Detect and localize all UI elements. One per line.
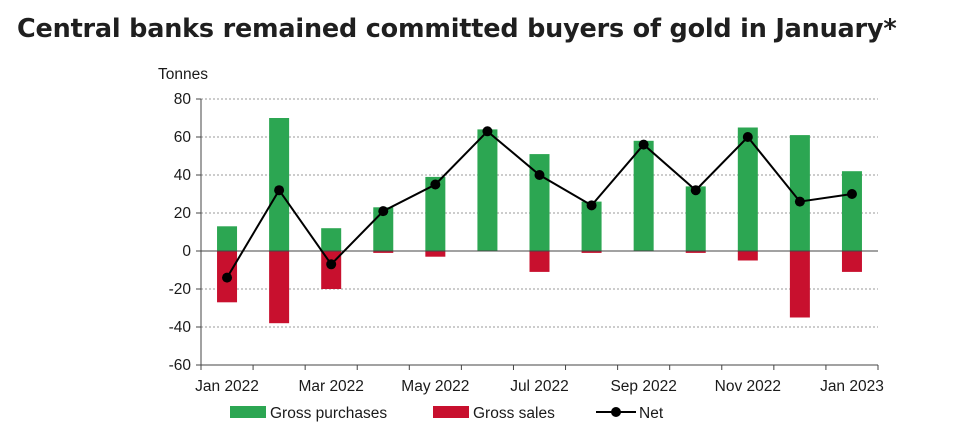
- net-point: [794, 196, 805, 207]
- x-tick-label: May 2022: [401, 378, 469, 395]
- bar-gross-purchases: [737, 127, 758, 251]
- x-tick-label: Jul 2022: [510, 378, 569, 395]
- bar-gross-sales: [373, 251, 394, 253]
- bar-gross-sales: [269, 251, 290, 324]
- y-tick-label: 80: [174, 91, 192, 108]
- bar-gross-purchases: [269, 118, 290, 251]
- bar-gross-sales: [737, 251, 758, 261]
- chart-title: Central banks remained committed buyers …: [17, 14, 897, 44]
- bar-gross-purchases: [373, 207, 394, 251]
- x-tick-label: Sep 2022: [610, 378, 676, 395]
- y-tick-label: -20: [169, 281, 192, 298]
- x-tick-label: Jan 2022: [195, 378, 259, 395]
- bar-gross-sales: [685, 251, 706, 253]
- legend-label-gross-purchases: Gross purchases: [270, 405, 387, 422]
- bar-gross-sales: [581, 251, 602, 253]
- net-point: [430, 179, 441, 190]
- bar-gross-purchases: [321, 228, 342, 251]
- net-point: [378, 206, 389, 217]
- legend: Gross purchases Gross sales Net: [230, 405, 664, 422]
- net-point: [274, 185, 285, 196]
- legend-swatch-gross-sales: [433, 406, 469, 418]
- net-point: [586, 200, 597, 211]
- bars: [217, 118, 862, 324]
- bar-gross-sales: [425, 251, 446, 257]
- bar-gross-purchases: [841, 171, 862, 251]
- net-point: [222, 272, 233, 283]
- net-point: [638, 139, 649, 150]
- x-tick-label: Mar 2022: [298, 378, 363, 395]
- x-tick-label: Nov 2022: [715, 378, 781, 395]
- legend-label-net: Net: [639, 405, 664, 422]
- bar-gross-purchases: [633, 140, 654, 251]
- bar-gross-sales: [789, 251, 810, 318]
- y-axis-label: Tonnes: [158, 66, 208, 83]
- y-tick-label: 40: [174, 167, 192, 184]
- bar-gross-sales: [841, 251, 862, 272]
- bar-gross-purchases: [477, 129, 498, 251]
- y-tick-label: 60: [174, 129, 192, 146]
- legend-swatch-gross-purchases: [230, 406, 266, 418]
- net-point: [482, 126, 493, 137]
- net-point: [534, 170, 545, 180]
- legend-label-gross-sales: Gross sales: [473, 405, 555, 422]
- net-series: [222, 126, 857, 283]
- bar-gross-purchases: [425, 176, 446, 251]
- y-tick-label: -60: [169, 357, 192, 374]
- net-point: [742, 132, 753, 142]
- bar-gross-purchases: [217, 226, 238, 251]
- axes: 80 60 40 20 0 -20 -40 -60 Tonnes Jan 2022 Mar 2022…: [158, 66, 884, 395]
- net-point: [846, 189, 857, 199]
- bar-gross-purchases: [789, 135, 810, 251]
- y-tick-label: 20: [174, 205, 192, 222]
- bar-gross-purchases: [581, 201, 602, 251]
- y-tick-label: 0: [182, 243, 191, 260]
- x-tick-label: Jan 2023: [820, 378, 884, 395]
- bar-gross-sales: [529, 251, 550, 272]
- bar-gross-purchases: [685, 186, 706, 251]
- net-point: [326, 259, 337, 270]
- y-tick-label: -40: [169, 319, 192, 336]
- legend-swatch-net-marker: [611, 407, 621, 417]
- net-point: [690, 185, 701, 196]
